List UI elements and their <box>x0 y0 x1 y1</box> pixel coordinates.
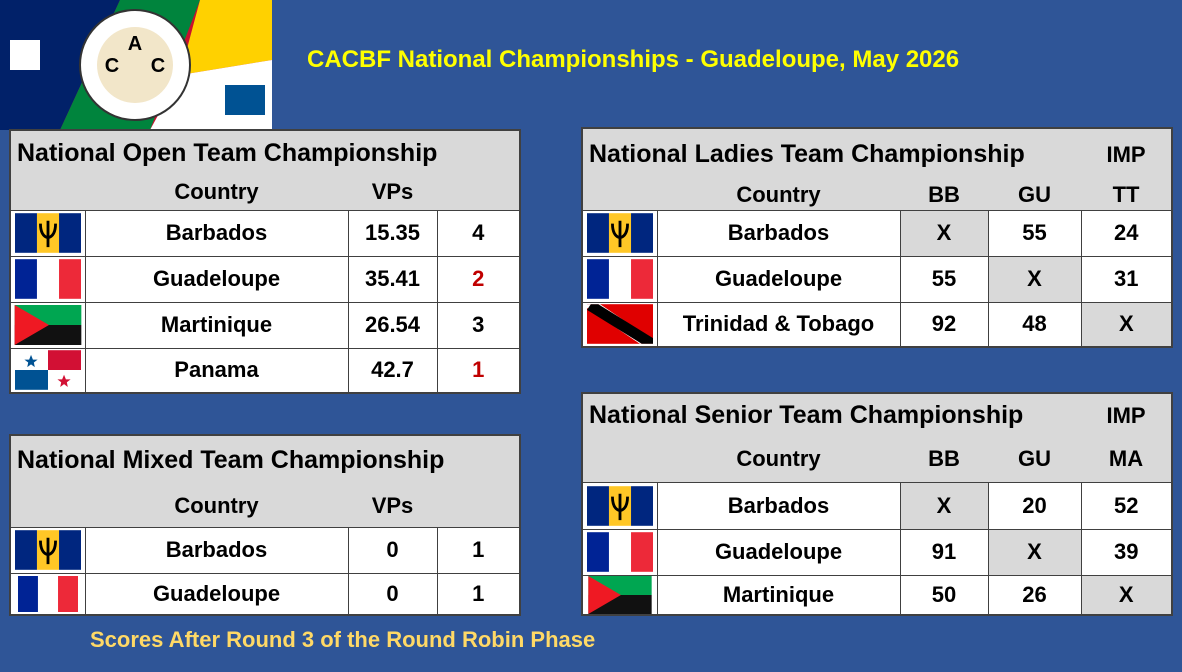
vps: 15.35 <box>347 209 438 257</box>
flag <box>581 301 658 348</box>
country: Panama <box>84 347 349 394</box>
mixed-table: National Mixed Team Championship Country… <box>9 434 521 616</box>
vps: 42.7 <box>347 347 438 394</box>
header-cell: Country <box>657 180 900 211</box>
table-title: National Mixed Team Championship <box>10 435 520 485</box>
ladies-table: National Ladies Team Championship IMP Cou… <box>581 127 1174 348</box>
logo: C A C <box>0 0 272 130</box>
rank: 1 <box>436 347 521 394</box>
score: 39 <box>1080 528 1173 576</box>
country: Guadeloupe <box>656 528 901 576</box>
score: 20 <box>987 481 1082 530</box>
score: X <box>987 255 1082 303</box>
country: Guadeloupe <box>84 572 349 616</box>
header-cell: GU <box>988 437 1082 483</box>
senior-table: National Senior Team Championship IMP Cou… <box>581 392 1174 616</box>
country: Barbados <box>656 481 901 530</box>
flag <box>9 255 86 303</box>
open-table: National Open Team Championship Country V… <box>9 129 522 394</box>
flag <box>581 255 658 303</box>
flag <box>9 526 86 574</box>
flag <box>9 572 86 616</box>
header-cell <box>582 180 657 211</box>
score: 24 <box>1080 209 1173 257</box>
flag <box>9 301 86 349</box>
header-cell <box>582 437 657 483</box>
header-cell: MA <box>1081 437 1173 483</box>
country: Guadeloupe <box>656 255 901 303</box>
header-cell: IMP <box>1081 128 1173 180</box>
flag <box>581 481 658 530</box>
score: 50 <box>899 574 989 616</box>
score: 91 <box>899 528 989 576</box>
rank: 3 <box>436 301 521 349</box>
vps: 0 <box>347 526 438 574</box>
header-cell <box>10 175 85 211</box>
country: Guadeloupe <box>84 255 349 303</box>
flag <box>581 528 658 576</box>
header-cell: Country <box>657 437 900 483</box>
country: Barbados <box>84 526 349 574</box>
rank: 1 <box>436 526 521 574</box>
page-title: CACBF National Championships - Guadeloup… <box>307 46 960 73</box>
table-title: National Open Team Championship <box>10 130 521 175</box>
header-cell: TT <box>1081 180 1173 211</box>
country: Trinidad & Tobago <box>656 301 901 348</box>
country: Martinique <box>656 574 901 616</box>
country: Barbados <box>84 209 349 257</box>
rank: 2 <box>436 255 521 303</box>
score: 52 <box>1080 481 1173 530</box>
table-title: National Senior Team Championship <box>582 393 1082 437</box>
score: 55 <box>899 255 989 303</box>
vps: 35.41 <box>347 255 438 303</box>
header-cell: BB <box>900 180 988 211</box>
score: X <box>899 481 989 530</box>
flag <box>9 347 86 394</box>
score: 55 <box>987 209 1082 257</box>
flag <box>581 574 658 616</box>
rank: 1 <box>436 572 521 616</box>
header-cell: IMP <box>1081 393 1173 437</box>
vps: 26.54 <box>347 301 438 349</box>
header-cell <box>10 485 85 528</box>
score: 26 <box>987 574 1082 616</box>
table-title: National Ladies Team Championship <box>582 128 1082 180</box>
logo-letter: A <box>128 33 142 55</box>
rank: 4 <box>436 209 521 257</box>
footer-note: Scores After Round 3 of the Round Robin … <box>90 627 596 652</box>
score: 92 <box>899 301 989 348</box>
header-cell: Country <box>85 175 348 211</box>
score: 31 <box>1080 255 1173 303</box>
header-cell <box>437 485 520 528</box>
score: X <box>987 528 1082 576</box>
header-cell: VPs <box>348 485 437 528</box>
header-cell: Country <box>85 485 348 528</box>
score: X <box>1080 301 1173 348</box>
flag <box>581 209 658 257</box>
header-cell: GU <box>988 180 1082 211</box>
score: X <box>1080 574 1173 616</box>
score: X <box>899 209 989 257</box>
header-cell <box>437 175 521 211</box>
header-cell: BB <box>900 437 988 483</box>
score: 48 <box>987 301 1082 348</box>
logo-letter: C <box>151 55 165 77</box>
header-cell: VPs <box>348 175 437 211</box>
country: Barbados <box>656 209 901 257</box>
flag <box>9 209 86 257</box>
vps: 0 <box>347 572 438 616</box>
logo-letter: C <box>105 55 119 77</box>
country: Martinique <box>84 301 349 349</box>
